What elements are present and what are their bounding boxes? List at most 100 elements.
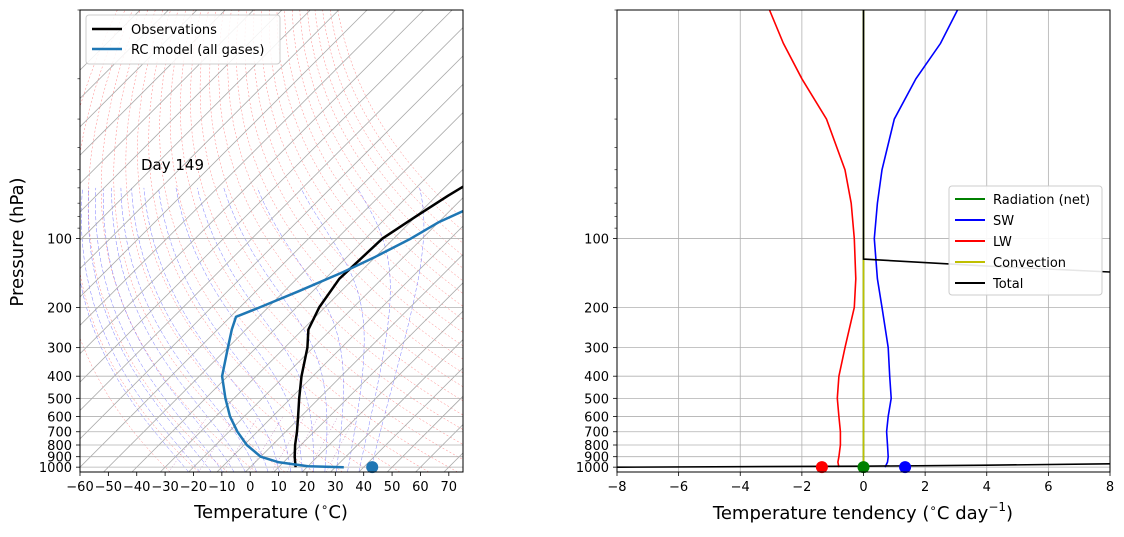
skewt-series: [220, 185, 463, 469]
moist-adiabat: [257, 187, 344, 472]
y-tick-label: 100: [47, 233, 72, 248]
skewt-frame: [79, 9, 464, 473]
moist-adiabat: [143, 187, 280, 472]
isotherm: [301, 310, 463, 472]
dry-adiabat: [199, 10, 463, 445]
moist-adiabat: [81, 187, 201, 472]
isotherm: [273, 282, 463, 472]
dry-adiabat: [218, 10, 463, 416]
skewt-panel: −60 −50 −40 −30 −20 −10 0 10 20 30 40 50 60 70 100 200…: [7, 9, 464, 523]
isotherm: [80, 10, 368, 298]
x-tick-label: 70: [441, 480, 458, 495]
y-tick-label: 200: [47, 301, 72, 316]
isotherm: [80, 10, 425, 355]
x-tick-label: −4: [731, 480, 750, 495]
observations-line: [293, 185, 463, 468]
x-tick-label: 50: [384, 480, 401, 495]
y-tick-label: 100: [584, 233, 609, 248]
isotherm: [80, 10, 311, 241]
x-tick-label: 8: [1106, 480, 1114, 495]
skewt-background-lines: [80, 10, 463, 472]
tendency-markers: [815, 461, 912, 474]
moist-adiabat: [111, 187, 246, 472]
mixing-ratio-line: [271, 416, 305, 472]
y-tick-label: 800: [584, 439, 609, 454]
isotherm: [80, 55, 463, 440]
x-tick-label: 60: [412, 480, 429, 495]
x-tick-label: 0: [246, 480, 254, 495]
moist-adiabat: [223, 187, 328, 472]
y-tick-label: 900: [584, 451, 609, 466]
dry-adiabat: [261, 10, 463, 347]
x-tick-label: 0: [859, 480, 867, 495]
dry-adiabat: [125, 10, 314, 472]
isotherm: [80, 10, 283, 213]
radiation-surface-marker: [857, 461, 870, 474]
dry-adiabat: [244, 10, 463, 374]
dry-adiabat: [307, 10, 463, 269]
isotherm: [358, 367, 463, 472]
tendency-x-ticks: −8 −6 −4 −2 0 2 4 6 8: [607, 472, 1114, 495]
y-tick-label: 500: [584, 392, 609, 407]
dry-adiabat: [252, 10, 463, 360]
mixing-ratio-line: [248, 416, 284, 472]
dry-adiabat: [180, 10, 458, 472]
x-tick-label: −60: [66, 480, 93, 495]
skewt-x-ticks: −60 −50 −40 −30 −20 −10 0 10 20 30 40 50 60 70: [66, 472, 457, 495]
dry-adiabat: [159, 10, 401, 472]
y-tick-label: 700: [47, 426, 72, 441]
legend-label-radiation: Radiation (net): [993, 193, 1090, 208]
isotherm: [80, 10, 453, 383]
isotherm: [80, 10, 396, 326]
x-tick-label: 20: [299, 480, 316, 495]
legend-label-convection: Convection: [993, 256, 1066, 271]
isotherm: [80, 10, 339, 270]
x-tick-label: 2: [921, 480, 929, 495]
x-tick-label: 10: [270, 480, 287, 495]
legend-box: [948, 185, 1103, 296]
dry-adiabat: [329, 10, 463, 232]
x-tick-label: 40: [355, 480, 372, 495]
mixing-ratio-line: [307, 416, 339, 472]
moist-adiabat: [80, 278, 189, 472]
dry-adiabat: [337, 10, 463, 219]
dry-adiabat: [169, 10, 430, 472]
skewt-markers: [366, 461, 379, 474]
isotherm: [159, 168, 463, 472]
tendency-panel: −8 −6 −4 −2 0 2 4 6 8 100 200 300 400 500 60070080090…: [576, 9, 1114, 524]
x-tick-label: −6: [669, 480, 688, 495]
skewt-y-axis-label: Pressure (hPa): [7, 177, 28, 306]
y-tick-label: 600: [47, 410, 72, 425]
isotherm: [80, 10, 169, 100]
moist-adiabat: [120, 187, 257, 472]
legend-label-observations: Observations: [131, 23, 217, 38]
dry-adiabat: [284, 10, 463, 307]
y-tick-label: 900: [47, 451, 72, 466]
y-tick-label: 1000: [576, 461, 609, 476]
dry-adiabat: [268, 10, 463, 333]
y-tick-label: 600: [584, 410, 609, 425]
y-tick-label: 400: [584, 370, 609, 385]
y-tick-label: 400: [47, 370, 72, 385]
dry-adiabat: [291, 10, 463, 294]
y-tick-label: 300: [584, 342, 609, 357]
isotherm: [80, 26, 463, 411]
x-tick-label: 30: [327, 480, 344, 495]
legend-label-total: Total: [992, 277, 1023, 292]
y-tick-label: 200: [584, 301, 609, 316]
sw-surface-marker: [899, 461, 912, 474]
moist-adiabat: [87, 187, 212, 472]
dry-adiabat: [314, 10, 463, 256]
x-tick-label: −40: [123, 480, 150, 495]
surface-temperature-marker: [366, 461, 379, 474]
y-tick-label: 1000: [39, 461, 72, 476]
isotherm: [245, 253, 463, 472]
y-tick-label: 300: [47, 342, 72, 357]
legend-label-sw: SW: [993, 214, 1014, 229]
tendency-legend: Radiation (net) SW LW Convection Total: [948, 185, 1103, 296]
isotherm: [80, 83, 463, 468]
x-tick-label: −50: [95, 480, 122, 495]
x-tick-label: −20: [180, 480, 207, 495]
